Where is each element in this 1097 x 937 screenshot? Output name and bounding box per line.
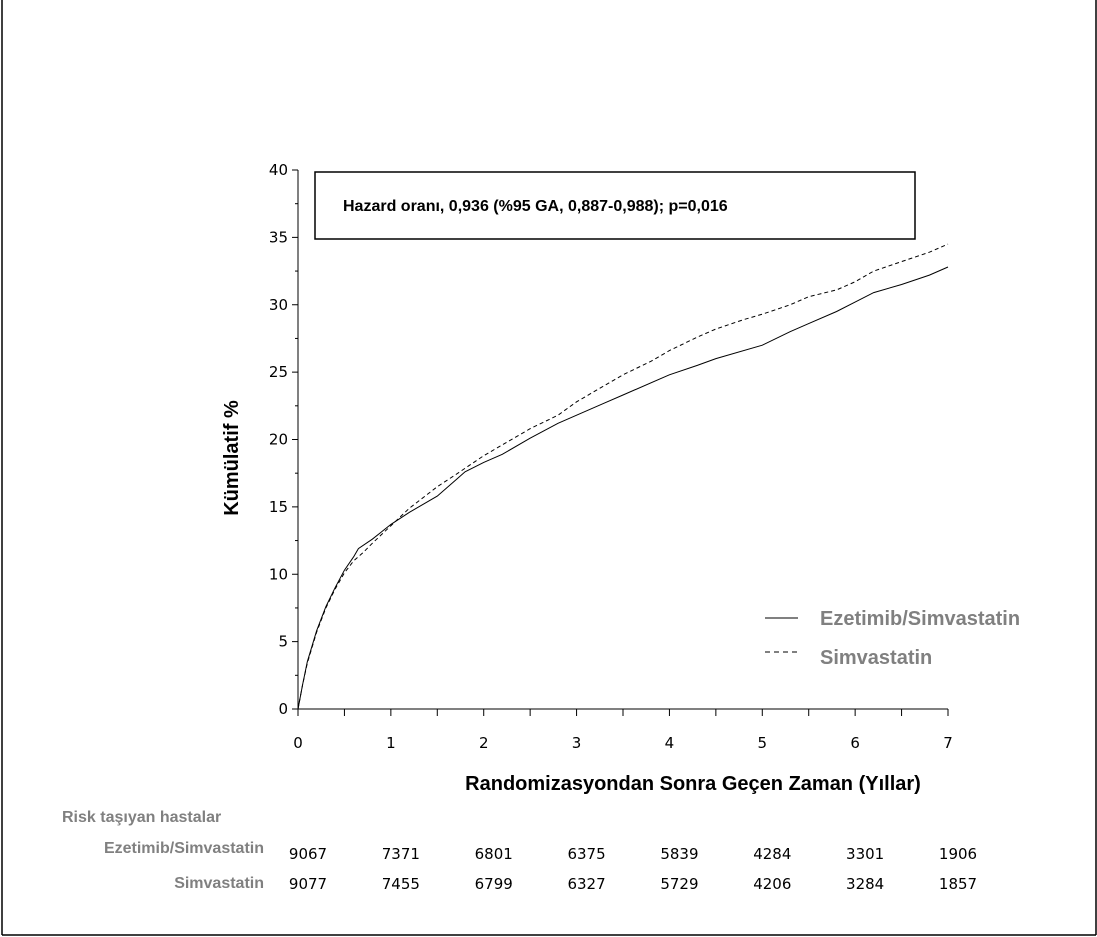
x-axis-title: Randomizasyondan Sonra Geçen Zaman (Yıll…	[465, 773, 921, 795]
x-tick-label: 6	[850, 734, 860, 752]
y-tick-label: 0	[278, 700, 288, 718]
y-tick-label: 5	[278, 633, 288, 651]
y-tick-label: 15	[269, 498, 288, 516]
x-tick-label: 1	[386, 734, 396, 752]
risk-table-cell: 6799	[475, 875, 513, 893]
legend-label-simvastatin: Simvastatin	[820, 647, 932, 669]
risk-table-cell: 9077	[289, 875, 327, 893]
series-line-ezetimib-simvastatin	[297, 266, 949, 710]
series-line-simvastatin	[297, 243, 949, 710]
y-tick-label: 40	[269, 161, 288, 179]
legend: Ezetimib/Simvastatin Simvastatin	[765, 608, 1020, 669]
risk-table-cell: 3301	[846, 845, 884, 863]
risk-row-label-simvastatin: Simvastatin	[174, 875, 264, 892]
risk-table-title: Risk taşıyan hastalar	[62, 809, 221, 826]
risk-table-cell: 5839	[660, 845, 698, 863]
y-axis-title: Kümülatif %	[221, 400, 243, 516]
y-tick-label: 20	[269, 431, 288, 449]
series-lines	[297, 243, 949, 710]
x-tick-label: 7	[943, 734, 953, 752]
risk-table-cell: 6375	[567, 845, 605, 863]
risk-table-cell: 4206	[753, 875, 791, 893]
hazard-ratio-box	[314, 171, 916, 240]
y-tick-label: 25	[269, 363, 288, 381]
legend-label-ezetimib: Ezetimib/Simvastatin	[820, 608, 1020, 630]
x-tick-label: 5	[758, 734, 768, 752]
y-tick-label: 35	[269, 228, 288, 246]
risk-table-cell: 6801	[475, 845, 513, 863]
risk-table-cell: 1857	[939, 875, 977, 893]
risk-table-values: 9067 7371 6801 6375 5839 4284 3301 1906 9077 7455…	[289, 845, 977, 893]
risk-table-cell: 6327	[567, 875, 605, 893]
x-tick-label: 2	[479, 734, 489, 752]
x-tick-label: 3	[572, 734, 582, 752]
risk-table-cell: 7371	[382, 845, 420, 863]
risk-table-cell: 1906	[939, 845, 977, 863]
x-tick-label: 0	[293, 734, 303, 752]
hazard-ratio-annotation: Hazard oranı, 0,936 (%95 GA, 0,887-0,988…	[343, 198, 728, 215]
risk-table-cell: 4284	[753, 845, 791, 863]
risk-row-label-ezetimib: Ezetimib/Simvastatin	[104, 840, 264, 857]
y-axis-ticks: 0 5 10 15 20 25 30 35 40	[269, 161, 298, 718]
risk-table-cell: 5729	[660, 875, 698, 893]
y-tick-label: 30	[269, 296, 288, 314]
y-tick-label: 10	[269, 565, 288, 583]
risk-table: Risk taşıyan hastalar Ezetimib/Simvastat…	[62, 809, 977, 893]
risk-table-cell: 9067	[289, 845, 327, 863]
x-axis-ticks: 0 1 2 3 4 5 6 7	[293, 709, 953, 752]
risk-table-cell: 3284	[846, 875, 884, 893]
risk-table-cell: 7455	[382, 875, 420, 893]
x-tick-label: 4	[665, 734, 675, 752]
